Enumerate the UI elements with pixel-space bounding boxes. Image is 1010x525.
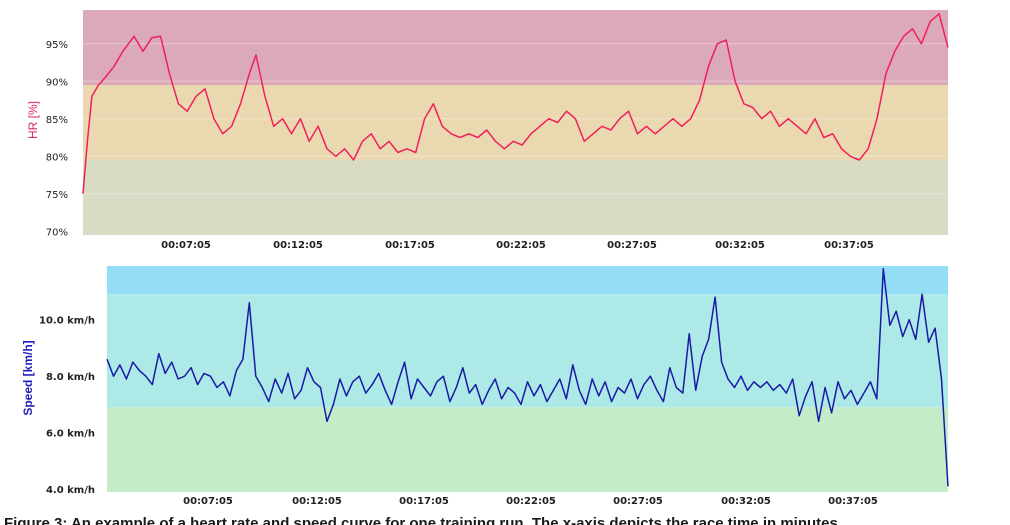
speed-zones	[107, 266, 948, 492]
x-tick-label: 00:37:05	[828, 496, 878, 507]
y-tick-label: 70%	[46, 227, 68, 238]
hr-y-axis-label: HR [%]	[26, 101, 40, 139]
y-tick-label: 10.0 km/h	[39, 316, 95, 327]
zone-band-2	[83, 85, 948, 160]
y-tick-label: 85%	[46, 115, 68, 126]
x-tick-label: 00:22:05	[506, 496, 556, 507]
hr-line	[82, 13, 949, 194]
y-tick-label: 6.0 km/h	[46, 429, 95, 440]
y-tick-label: 90%	[46, 77, 68, 88]
speed-line	[106, 268, 949, 487]
hr-chart: 70% 75% 80% 85% 90% 95% 00:07:05 00:12:05 00:17…	[26, 10, 949, 251]
x-tick-label: 00:37:05	[824, 240, 874, 251]
y-tick-label: 80%	[46, 152, 68, 163]
x-tick-label: 00:32:05	[715, 240, 765, 251]
speed-y-ticks: 4.0 km/h 6.0 km/h 8.0 km/h 10.0 km/h	[39, 316, 95, 497]
speed-y-axis-label: Speed [km/h]	[21, 340, 35, 415]
x-tick-label: 00:12:05	[273, 240, 323, 251]
zone-band-1	[83, 160, 948, 235]
x-tick-label: 00:22:05	[496, 240, 546, 251]
x-tick-label: 00:07:05	[161, 240, 211, 251]
x-tick-label: 00:07:05	[183, 496, 233, 507]
y-tick-label: 95%	[46, 40, 68, 51]
x-tick-label: 00:27:05	[607, 240, 657, 251]
y-tick-label: 4.0 km/h	[46, 485, 95, 496]
hr-zones	[83, 10, 948, 235]
zone-band-3	[83, 10, 948, 85]
x-tick-label: 00:17:05	[385, 240, 435, 251]
zone-band-2	[107, 294, 948, 408]
speed-x-ticks: 00:07:05 00:12:05 00:17:05 00:22:05 00:27:05…	[183, 496, 878, 507]
speed-chart: 4.0 km/h 6.0 km/h 8.0 km/h 10.0 km/h 00:07:…	[21, 266, 949, 507]
charts-canvas: 70% 75% 80% 85% 90% 95% 00:07:05 00:12:05 00:17…	[21, 10, 949, 507]
hr-y-ticks: 70% 75% 80% 85% 90% 95%	[46, 40, 68, 239]
zone-band-1	[107, 407, 948, 492]
hr-x-ticks: 00:07:05 00:12:05 00:17:05 00:22:05 00:27:05…	[161, 240, 874, 251]
x-tick-label: 00:32:05	[721, 496, 771, 507]
zone-band-3	[107, 266, 948, 295]
x-tick-label: 00:27:05	[613, 496, 663, 507]
y-tick-label: 75%	[46, 190, 68, 201]
hr-grid	[83, 43, 948, 195]
figure-caption: Figure 3: An example of a heart rate and…	[4, 515, 842, 525]
x-tick-label: 00:17:05	[399, 496, 449, 507]
x-tick-label: 00:12:05	[292, 496, 342, 507]
y-tick-label: 8.0 km/h	[46, 372, 95, 383]
